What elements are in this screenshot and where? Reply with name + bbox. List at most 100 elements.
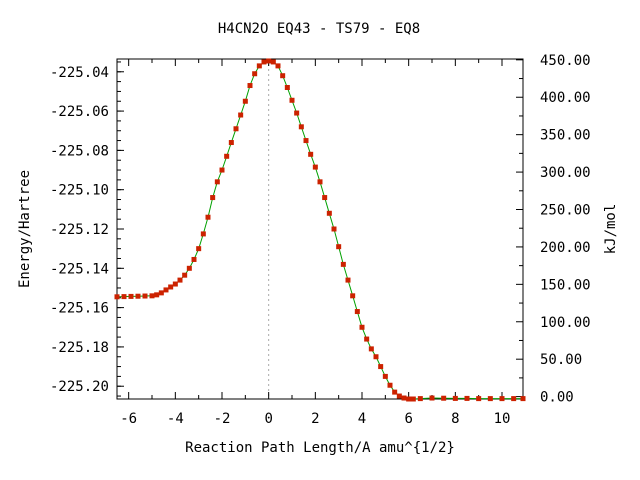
- data-point-marker: [345, 277, 351, 283]
- data-point-marker: [429, 395, 435, 401]
- data-point-marker: [172, 281, 178, 287]
- data-point-marker: [417, 396, 423, 402]
- data-point-marker: [205, 214, 211, 220]
- data-point-marker: [410, 396, 416, 402]
- x-tick-label: 2: [311, 411, 319, 427]
- data-point-marker: [298, 124, 304, 130]
- data-point-marker: [261, 59, 267, 65]
- y-tick-label: -225.10: [50, 183, 109, 199]
- y2-tick-label: 150.00: [540, 277, 591, 293]
- data-point-marker: [322, 195, 328, 201]
- data-point-marker: [401, 395, 407, 401]
- data-point-marker: [308, 151, 314, 157]
- data-point-marker: [312, 164, 318, 170]
- data-point-marker: [256, 63, 262, 69]
- y2-tick-label: 0.00: [540, 390, 574, 406]
- data-point-marker: [266, 58, 272, 64]
- data-point-marker: [182, 272, 188, 278]
- y2-tick-label: 450.00: [540, 53, 591, 69]
- x-tick-label: 4: [358, 411, 366, 427]
- y-tick-label: -225.20: [50, 379, 109, 395]
- energy-series-line: [116, 60, 523, 400]
- data-point-marker: [114, 294, 120, 300]
- y2-axis-label: kJ/mol: [603, 204, 619, 255]
- data-point-marker: [196, 246, 202, 252]
- data-point-marker: [378, 364, 384, 370]
- y2-tick-label: 300.00: [540, 165, 591, 181]
- y-axis-left-ticks: -225.04 -225.06 -225.08 -225.10 -225.12 -225.…: [50, 61, 124, 397]
- x-tick-label: -6: [120, 411, 137, 427]
- y-axis-label: Energy/Hartree: [17, 170, 33, 288]
- data-point-marker: [364, 336, 370, 342]
- data-point-marker: [387, 382, 393, 388]
- x-tick-label: 6: [404, 411, 412, 427]
- data-point-marker: [154, 292, 160, 298]
- data-point-marker: [476, 396, 482, 402]
- x-axis-label: Reaction Path Length/A amu^{1/2}: [185, 440, 455, 456]
- x-tick-label: -2: [214, 411, 231, 427]
- data-point-marker: [219, 167, 225, 173]
- y-tick-label: -225.18: [50, 340, 109, 356]
- data-point-marker: [121, 294, 127, 300]
- x-axis-ticks: -6 -4 -2 0 2 4 6 8 10: [120, 59, 510, 427]
- x-tick-label: -4: [167, 411, 184, 427]
- chart-title: H4CN2O EQ43 - TS79 - EQ8: [218, 21, 420, 37]
- data-point-marker: [149, 293, 155, 299]
- data-point-marker: [242, 98, 248, 104]
- data-point-marker: [326, 210, 332, 216]
- data-point-marker: [289, 97, 295, 103]
- data-point-marker: [340, 261, 346, 267]
- y2-tick-label: 50.00: [540, 352, 582, 368]
- y-tick-label: -225.08: [50, 143, 109, 159]
- data-point-marker: [303, 138, 309, 144]
- data-point-marker: [247, 83, 253, 89]
- y-tick-label: -225.14: [50, 261, 109, 277]
- data-point-marker: [214, 179, 220, 185]
- data-point-marker: [210, 195, 216, 201]
- data-point-marker: [163, 287, 169, 293]
- data-point-marker: [142, 293, 148, 299]
- data-point-marker: [464, 395, 470, 401]
- data-point-marker: [520, 396, 526, 402]
- x-tick-label: 0: [264, 411, 272, 427]
- data-point-marker: [392, 389, 398, 395]
- data-point-marker: [336, 244, 342, 250]
- data-point-marker: [128, 293, 134, 299]
- data-point-marker: [191, 256, 197, 262]
- x-tick-label: 8: [451, 411, 459, 427]
- data-point-marker: [382, 373, 388, 379]
- data-point-marker: [331, 226, 337, 232]
- y-tick-label: -225.04: [50, 65, 109, 81]
- data-point-marker: [233, 126, 239, 132]
- data-point-marker: [452, 395, 458, 401]
- data-point-marker: [317, 179, 323, 185]
- data-point-marker: [252, 71, 258, 77]
- data-point-marker: [284, 84, 290, 90]
- data-point-marker: [511, 396, 517, 402]
- data-point-marker: [280, 73, 286, 79]
- data-point-marker: [135, 293, 141, 299]
- data-point-marker: [168, 284, 174, 290]
- data-point-marker: [487, 396, 493, 402]
- data-point-marker: [368, 346, 374, 352]
- energy-series-markers: [114, 58, 526, 402]
- y2-tick-label: 400.00: [540, 90, 591, 106]
- data-point-marker: [228, 140, 234, 146]
- y2-tick-label: 200.00: [540, 240, 591, 256]
- y-tick-label: -225.12: [50, 222, 109, 238]
- data-point-marker: [177, 277, 183, 283]
- plot-area-frame: [116, 58, 524, 400]
- data-point-marker: [441, 395, 447, 401]
- data-point-marker: [275, 63, 281, 69]
- data-point-marker: [499, 396, 505, 402]
- data-point-marker: [294, 110, 300, 116]
- y2-tick-label: 350.00: [540, 128, 591, 144]
- data-point-marker: [373, 354, 379, 360]
- data-point-marker: [158, 290, 164, 296]
- data-point-marker: [224, 153, 230, 159]
- y2-tick-label: 250.00: [540, 203, 591, 219]
- data-point-marker: [396, 393, 402, 399]
- data-point-marker: [359, 324, 365, 330]
- y-tick-label: -225.16: [50, 301, 109, 317]
